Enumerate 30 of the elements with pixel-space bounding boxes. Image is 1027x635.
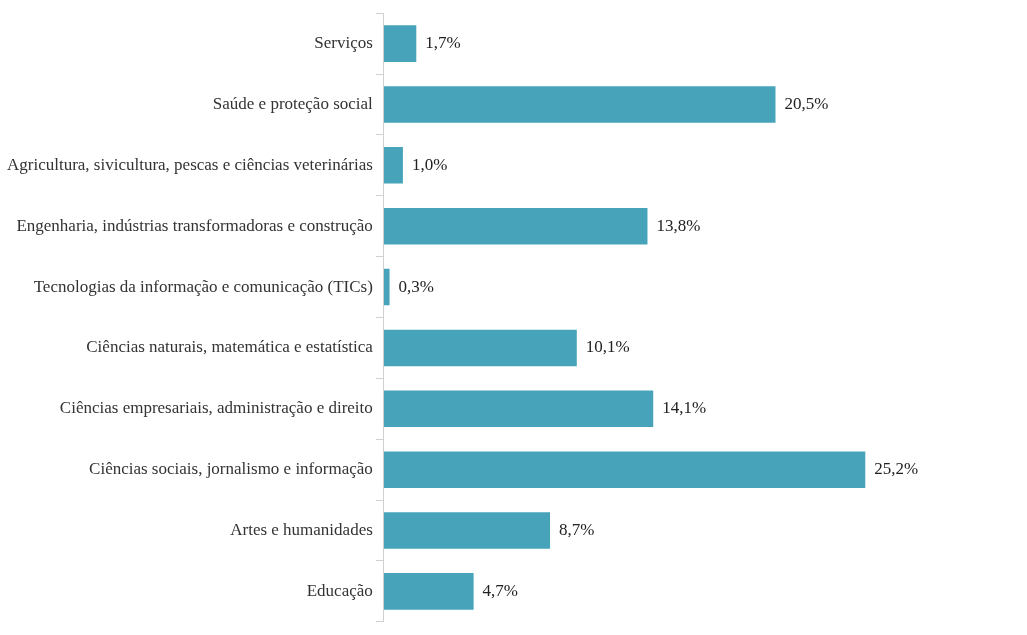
y-tick-label: Artes e humanidades — [230, 519, 373, 539]
data-label: 0,3% — [398, 276, 434, 296]
bar — [383, 390, 654, 428]
y-tick-label: Ciências empresariais, administração e direito — [59, 398, 373, 418]
bar — [383, 268, 390, 306]
data-label: 20,5% — [784, 93, 829, 113]
data-label: 10,1% — [585, 337, 630, 357]
y-tick-label: Agricultura, sivicultura, pescas e ciências veterinárias — [6, 154, 373, 174]
y-tick-label: Saúde e proteção social — [212, 93, 374, 113]
y-tick-label: Ciências sociais, jornalismo e informação — [89, 459, 373, 479]
data-label: 1,0% — [411, 154, 448, 174]
bar — [383, 207, 648, 245]
y-tick-label: Ciências naturais, matemática e estatística — [86, 337, 374, 357]
y-tick-label: Engenharia, indústrias transformadoras e construção — [16, 215, 373, 235]
bar — [383, 512, 551, 549]
bar — [383, 451, 866, 488]
y-tick-label: Educação — [306, 580, 373, 600]
data-label: 13,8% — [656, 215, 701, 235]
bar — [383, 573, 474, 610]
bar — [383, 147, 403, 184]
data-label: 25,2% — [874, 459, 919, 479]
data-label: 4,7% — [482, 580, 519, 600]
data-label: 14,1% — [662, 398, 707, 418]
data-label: 8,7% — [559, 519, 595, 539]
data-label: 1,7% — [425, 33, 461, 53]
y-tick-label: Tecnologias da informação e comunicação (TICs) — [33, 276, 373, 296]
y-tick-label: Serviços — [314, 33, 373, 53]
bar — [383, 329, 577, 367]
bar — [383, 86, 776, 123]
bar — [383, 25, 417, 62]
